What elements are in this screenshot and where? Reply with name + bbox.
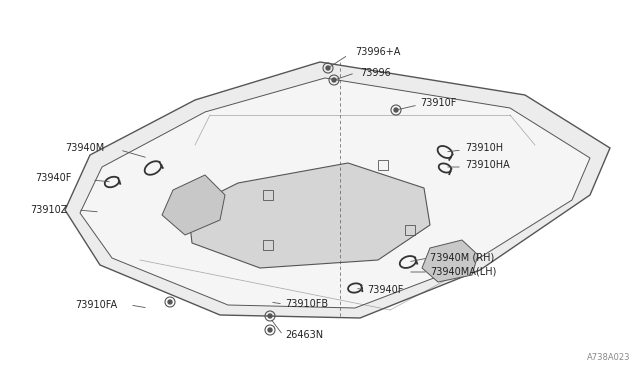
Circle shape xyxy=(268,314,272,318)
Text: A738A023: A738A023 xyxy=(586,353,630,362)
Text: 73910Z: 73910Z xyxy=(30,205,67,215)
Text: 73940MA(LH): 73940MA(LH) xyxy=(430,267,497,277)
Text: 73940M (RH): 73940M (RH) xyxy=(430,253,494,263)
Text: 73910HA: 73910HA xyxy=(465,160,509,170)
Circle shape xyxy=(332,78,336,82)
Text: 73910H: 73910H xyxy=(465,143,503,153)
Text: 73910FB: 73910FB xyxy=(285,299,328,309)
Polygon shape xyxy=(80,78,590,308)
Text: 73910F: 73910F xyxy=(420,98,456,108)
Circle shape xyxy=(394,108,398,112)
Circle shape xyxy=(326,66,330,70)
Text: 73996+A: 73996+A xyxy=(355,47,401,57)
Polygon shape xyxy=(188,163,430,268)
Text: 73996: 73996 xyxy=(360,68,391,78)
Polygon shape xyxy=(162,175,225,235)
Text: 73910FA: 73910FA xyxy=(75,300,117,310)
Text: 73940F: 73940F xyxy=(367,285,403,295)
Text: 73940M: 73940M xyxy=(65,143,104,153)
Text: 73940F: 73940F xyxy=(35,173,72,183)
Text: 26463N: 26463N xyxy=(285,330,323,340)
Polygon shape xyxy=(422,240,478,282)
Circle shape xyxy=(168,300,172,304)
Circle shape xyxy=(268,328,272,332)
Polygon shape xyxy=(65,62,610,318)
